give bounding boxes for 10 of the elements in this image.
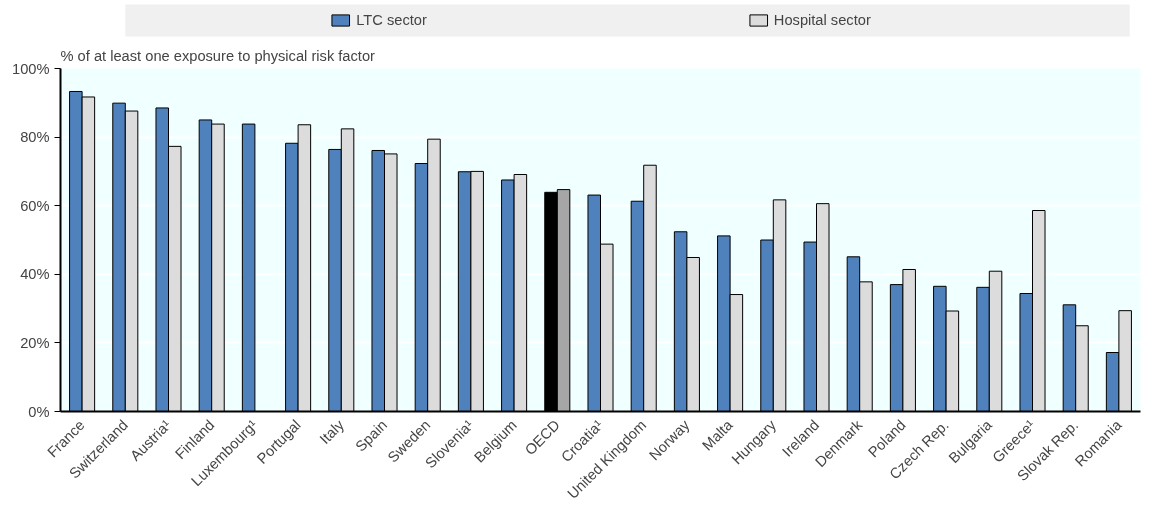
y-tick-label: 60% bbox=[20, 197, 50, 214]
legend-label: Hospital sector bbox=[773, 12, 871, 28]
y-tick-label: 40% bbox=[20, 266, 50, 283]
y-tick-label: 100% bbox=[12, 60, 50, 77]
y-tick-label: 20% bbox=[20, 334, 50, 351]
x-tick-label: Italy bbox=[316, 416, 348, 448]
y-axis-title: % of at least one exposure to physical risk factor bbox=[60, 47, 376, 64]
y-tick-label: 0% bbox=[28, 403, 50, 420]
y-tick-label: 80% bbox=[20, 129, 50, 146]
legend-label: LTC sector bbox=[356, 12, 427, 28]
